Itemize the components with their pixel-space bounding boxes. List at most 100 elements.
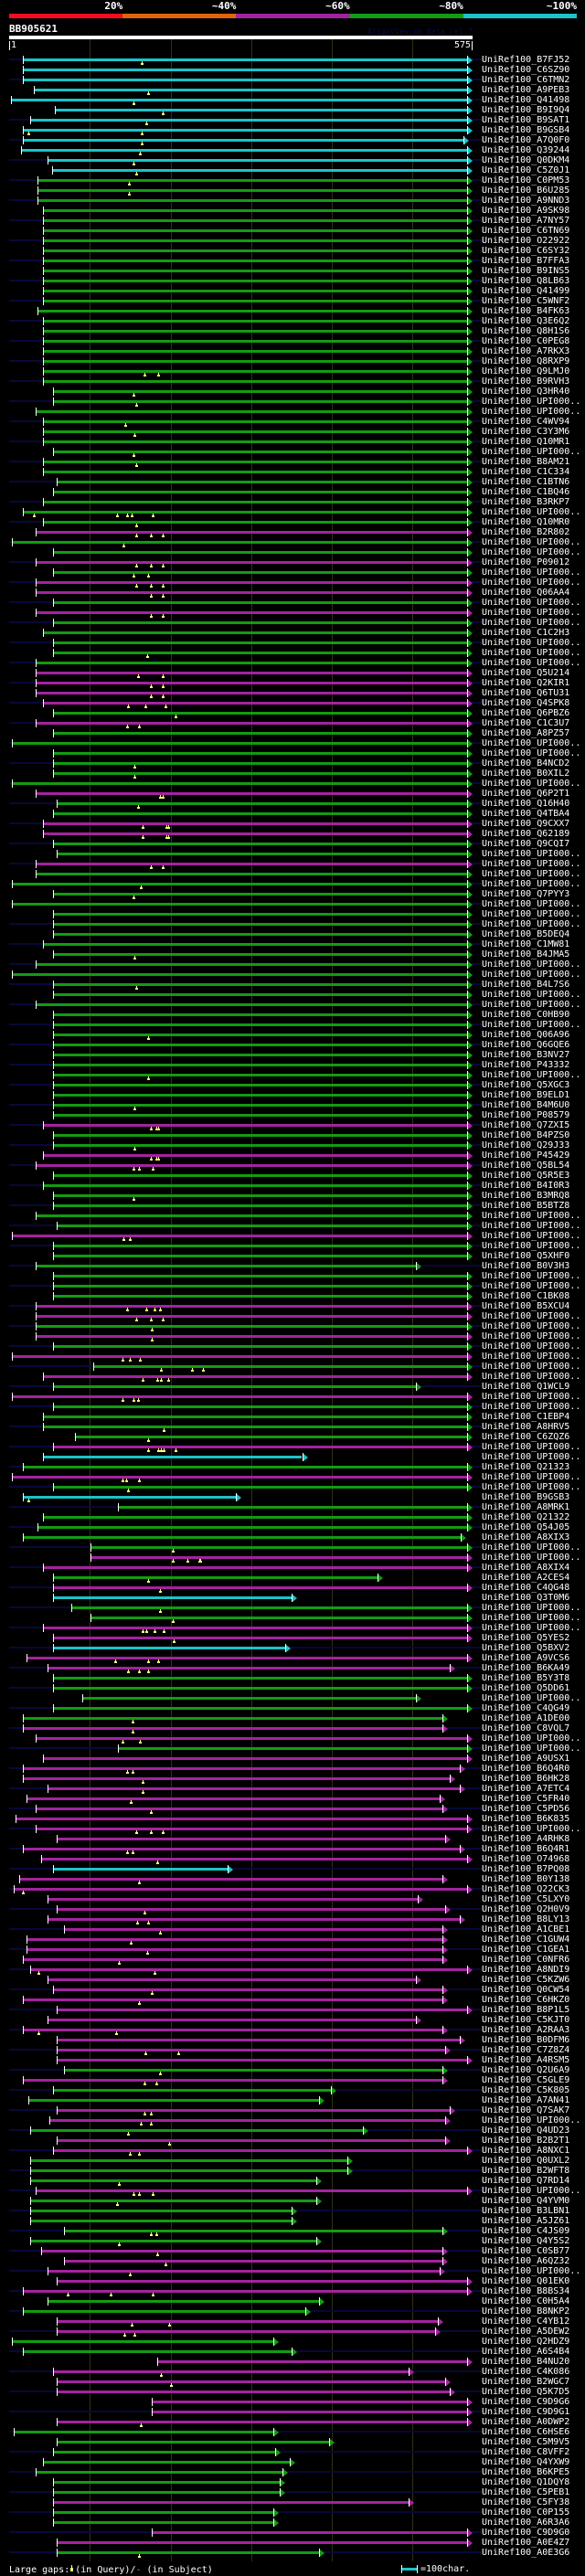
hit-bar-green[interactable] (52, 843, 467, 845)
hit-label[interactable]: UniRef100_UPI000.. (482, 1733, 581, 1744)
hit-label[interactable]: UniRef100_Q9LMJ0 (482, 366, 570, 376)
hit-bar-green[interactable] (52, 732, 467, 735)
hit-bar-magenta[interactable] (23, 2079, 443, 2082)
hit-label[interactable]: UniRef100_B6KPE5 (482, 2467, 570, 2477)
hit-bar-green[interactable] (52, 1245, 467, 1247)
hit-bar-green[interactable] (30, 2240, 317, 2242)
hit-bar-magenta[interactable] (36, 1315, 467, 1318)
hit-bar-green[interactable] (52, 652, 467, 654)
hit-bar-magenta[interactable] (30, 1968, 467, 1971)
hit-label[interactable]: UniRef100_B5XCU4 (482, 1301, 570, 1311)
hit-bar-cyan[interactable] (23, 69, 467, 71)
hit-bar-magenta[interactable] (57, 2059, 467, 2062)
hit-label[interactable]: UniRef100_C1MW81 (482, 939, 570, 949)
hit-bar-green[interactable] (43, 330, 467, 333)
hit-label[interactable]: UniRef100_UPI000.. (482, 909, 581, 919)
hit-label[interactable]: UniRef100_O74968 (482, 1854, 570, 1864)
hit-label[interactable]: UniRef100_B8AM21 (482, 457, 570, 467)
hit-label[interactable]: UniRef100_Q4TBA4 (482, 809, 570, 819)
hit-bar-cyan[interactable] (30, 119, 467, 122)
hit-bar-green[interactable] (52, 933, 467, 936)
hit-bar-green[interactable] (52, 1144, 467, 1147)
hit-label[interactable]: UniRef100_C5M9V5 (482, 2437, 570, 2447)
hit-bar-green[interactable] (11, 742, 467, 745)
hit-label[interactable]: UniRef100_A2CES4 (482, 1573, 570, 1583)
hit-bar-magenta[interactable] (43, 1124, 467, 1127)
hit-label[interactable]: UniRef100_C0PM53 (482, 175, 570, 186)
hit-bar-magenta[interactable] (64, 1928, 443, 1931)
hit-bar-green[interactable] (23, 1536, 462, 1539)
hit-bar-green[interactable] (52, 1255, 467, 1257)
hit-bar-cyan[interactable] (21, 149, 467, 152)
hit-label[interactable]: UniRef100_UPI000.. (482, 618, 581, 628)
hit-bar-green[interactable] (52, 1576, 378, 1579)
hit-label[interactable]: UniRef100_Q5YES2 (482, 1633, 570, 1643)
hit-label[interactable]: UniRef100_B4JMA5 (482, 949, 570, 959)
hit-label[interactable]: UniRef100_A9SK98 (482, 206, 570, 216)
hit-bar-magenta[interactable] (36, 2189, 467, 2192)
hit-bar-magenta[interactable] (36, 792, 467, 795)
hit-bar-green[interactable] (90, 1617, 467, 1619)
hit-label[interactable]: UniRef100_UPI000.. (482, 1442, 581, 1452)
hit-label[interactable]: UniRef100_A4RHK8 (482, 1834, 570, 1844)
hit-label[interactable]: UniRef100_A9VCS6 (482, 1653, 570, 1663)
hit-label[interactable]: UniRef100_C7Z8Z4 (482, 2045, 570, 2055)
hit-label[interactable]: UniRef100_C1GUW4 (482, 1935, 570, 1945)
hit-label[interactable]: UniRef100_B9INS5 (482, 266, 570, 276)
hit-label[interactable]: UniRef100_B2B2T1 (482, 2136, 570, 2146)
hit-bar-green[interactable] (37, 1526, 467, 1529)
hit-bar-magenta[interactable] (23, 1958, 443, 1961)
hit-label[interactable]: UniRef100_UPI000.. (482, 638, 581, 648)
hit-bar-magenta[interactable] (36, 611, 467, 614)
hit-label[interactable]: UniRef100_C4QG48 (482, 1583, 570, 1593)
hit-bar-green[interactable] (52, 1064, 467, 1066)
hit-bar-magenta[interactable] (26, 1657, 467, 1659)
hit-label[interactable]: UniRef100_UPI000.. (482, 2115, 581, 2125)
hit-bar-green[interactable] (36, 410, 467, 413)
hit-bar-green[interactable] (71, 1606, 467, 1609)
hit-label[interactable]: UniRef100_UPI000.. (482, 2266, 581, 2276)
hit-label[interactable]: UniRef100_C0H5A4 (482, 2296, 570, 2306)
hit-bar-green[interactable] (52, 1687, 467, 1690)
hit-bar-green[interactable] (48, 2300, 320, 2303)
hit-bar-green[interactable] (43, 219, 467, 222)
hit-bar-green[interactable] (11, 782, 467, 785)
hit-bar-green[interactable] (52, 1104, 467, 1107)
hit-label[interactable]: UniRef100_UPI000.. (482, 879, 581, 889)
hit-label[interactable]: UniRef100_C6TN69 (482, 226, 570, 236)
hit-bar-green[interactable] (52, 1054, 467, 1056)
hit-bar-magenta[interactable] (152, 2531, 467, 2534)
hit-bar-magenta[interactable] (57, 2390, 450, 2393)
hit-label[interactable]: UniRef100_B2WGC7 (482, 2377, 570, 2387)
hit-bar-cyan[interactable] (52, 1596, 292, 1599)
hit-label[interactable]: UniRef100_C6TMN2 (482, 75, 570, 85)
hit-bar-green[interactable] (57, 481, 467, 483)
hit-bar-magenta[interactable] (48, 1667, 450, 1670)
hit-bar-green[interactable] (43, 501, 467, 504)
hit-label[interactable]: UniRef100_A8HRV5 (482, 1422, 570, 1432)
hit-label[interactable]: UniRef100_UPI000.. (482, 1542, 581, 1553)
hit-label[interactable]: UniRef100_Q39244 (482, 145, 570, 155)
hit-label[interactable]: UniRef100_O22922 (482, 236, 570, 246)
hit-label[interactable]: UniRef100_C0NFR6 (482, 1955, 570, 1965)
hit-bar-green[interactable] (23, 1717, 443, 1720)
hit-label[interactable]: UniRef100_Q3HR40 (482, 387, 570, 397)
hit-bar-green[interactable] (52, 762, 467, 765)
hit-bar-green[interactable] (57, 2551, 320, 2554)
hit-bar-magenta[interactable] (48, 1918, 460, 1921)
hit-bar-green[interactable] (43, 249, 467, 252)
hit-label[interactable]: UniRef100_A1CBE1 (482, 1924, 570, 1935)
hit-bar-green[interactable] (52, 1194, 467, 1197)
hit-bar-green[interactable] (52, 993, 467, 996)
hit-bar-green[interactable] (43, 1426, 467, 1428)
hit-label[interactable]: UniRef100_UPI000.. (482, 1824, 581, 1834)
hit-label[interactable]: UniRef100_A2RAA3 (482, 2025, 570, 2035)
hit-bar-green[interactable] (52, 1034, 467, 1036)
hit-bar-green[interactable] (52, 1385, 416, 1388)
hit-label[interactable]: UniRef100_A7Q0F0 (482, 135, 570, 145)
hit-label[interactable]: UniRef100_UPI000.. (482, 1211, 581, 1221)
hit-label[interactable]: UniRef100_C0SB77 (482, 2246, 570, 2256)
hit-label[interactable]: UniRef100_A6QZ32 (482, 2256, 570, 2266)
hit-label[interactable]: UniRef100_C1EBP4 (482, 1412, 570, 1422)
hit-label[interactable]: UniRef100_Q54J05 (482, 1522, 570, 1532)
